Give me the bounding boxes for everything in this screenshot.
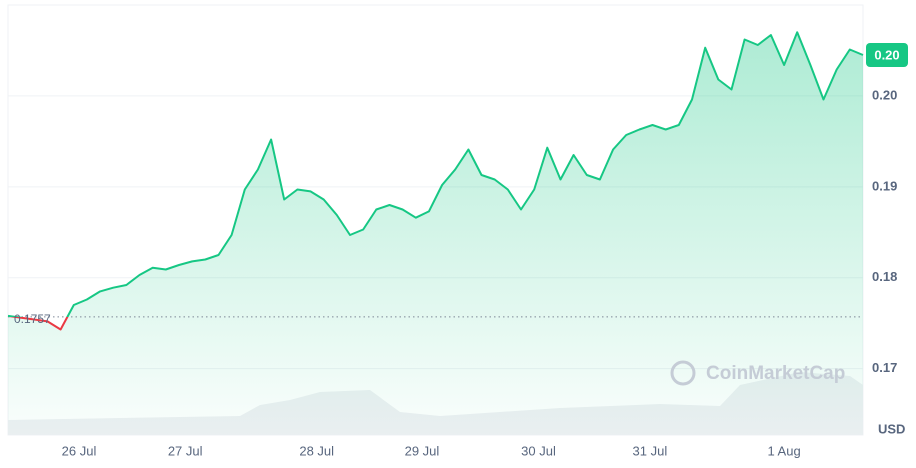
currency-label: USD: [878, 421, 905, 436]
current-price-label: 0.20: [874, 47, 899, 62]
price-line: [7, 31, 864, 331]
plot: [7, 31, 864, 436]
watermark-text: CoinMarketCap: [706, 363, 845, 384]
current-price-badge: [866, 43, 908, 67]
x-tick-label: 31 Jul: [633, 443, 668, 458]
price-area: [8, 32, 863, 436]
y-tick-label: 0.19: [872, 178, 897, 193]
x-tick-label: 26 Jul: [62, 443, 97, 458]
x-tick-label: 30 Jul: [521, 443, 556, 458]
x-tick-label: 29 Jul: [405, 443, 440, 458]
y-tick-label: 0.20: [872, 87, 897, 102]
x-tick-label: 1 Aug: [767, 443, 800, 458]
watermark: CoinMarketCap: [670, 360, 845, 386]
y-tick-label: 0.17: [872, 360, 897, 375]
y-tick-label: 0.18: [872, 269, 897, 284]
reference-label: 0.1757: [14, 312, 51, 326]
x-tick-label: 28 Jul: [299, 443, 334, 458]
x-tick-label: 27 Jul: [168, 443, 203, 458]
